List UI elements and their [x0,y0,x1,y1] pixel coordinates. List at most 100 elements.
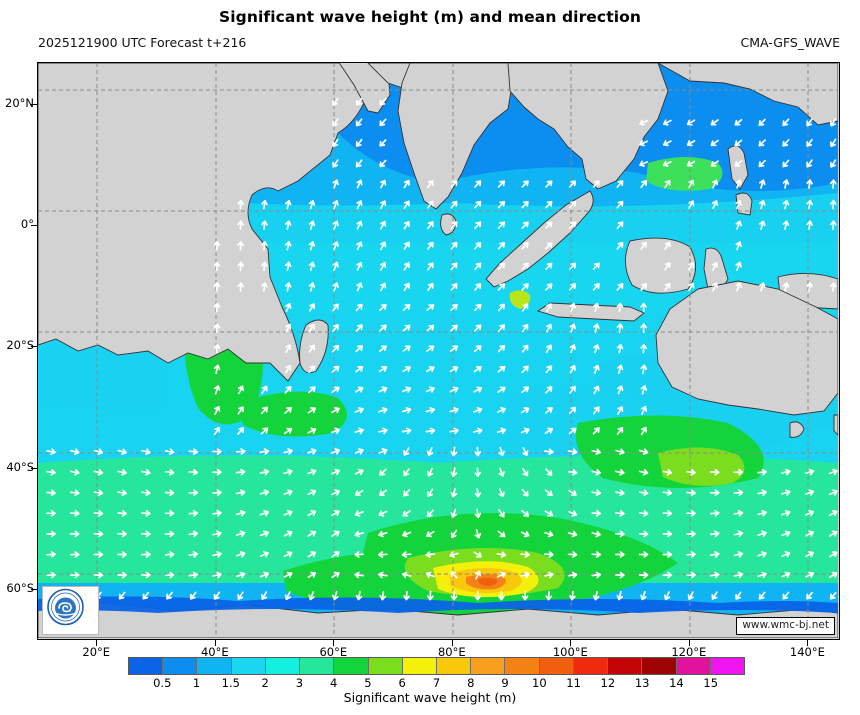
wave-direction-arrow [403,447,410,456]
wave-direction-arrow [378,571,388,579]
lon-tick-mark [807,640,809,646]
wave-direction-arrow [520,571,530,579]
wave-direction-arrow [474,467,482,477]
wave-direction-arrow [401,571,412,579]
wave-direction-arrow [356,179,363,189]
wave-direction-arrow [378,448,388,455]
wave-direction-arrow [640,385,648,395]
wave-direction-arrow [711,179,719,189]
wave-direction-arrow [403,241,410,250]
wave-direction-arrow [521,344,529,353]
wave-direction-arrow [284,282,292,292]
wave-direction-arrow [806,138,813,147]
wave-direction-arrow [307,571,317,578]
wave-direction-arrow [497,365,506,373]
colorbar-segment[interactable] [471,658,506,674]
wave-direction-arrow [662,468,673,476]
wave-direction-arrow [497,324,505,332]
wave-direction-arrow [46,489,56,497]
wave-direction-arrow [828,571,838,578]
wave-direction-arrow [757,571,767,579]
wave-direction-arrow [213,282,221,292]
wave-direction-arrow [380,241,387,251]
colorbar-tick-label: 6 [398,676,406,690]
colorbar-segment[interactable] [402,658,437,674]
wave-direction-arrow [662,571,673,579]
wave-direction-arrow [332,179,339,189]
wave-direction-arrow [639,139,649,147]
wave-direction-arrow [828,509,838,517]
colorbar-segment[interactable] [642,658,677,674]
wave-direction-arrow [592,406,600,415]
colorbar-segment[interactable] [300,658,335,674]
wave-direction-arrow [285,323,292,333]
wave-direction-arrow [474,508,482,519]
wave-direction-arrow [474,221,482,230]
wave-direction-arrow [757,551,767,558]
wave-direction-arrow [356,261,363,271]
colorbar-segment[interactable] [539,658,574,674]
wave-direction-arrow [686,140,696,147]
wave-direction-arrow [308,365,316,374]
colorbar[interactable] [128,657,745,675]
wave-direction-arrow [617,385,624,395]
colorbar-segment[interactable] [368,658,403,674]
wave-direction-arrow [331,571,340,579]
colorbar-segment[interactable] [231,658,266,674]
colorbar-segment[interactable] [265,658,301,674]
lat-tick-mark [31,588,37,590]
wave-direction-arrow [307,530,317,537]
wave-direction-arrow [380,200,387,209]
wave-direction-arrow [543,448,554,455]
wave-direction-arrow [640,180,647,189]
colorbar-segment[interactable] [197,658,232,674]
colorbar-segment[interactable] [573,658,609,674]
wave-direction-arrow [46,468,56,476]
wave-direction-arrow [568,283,577,291]
wave-direction-arrow [332,220,339,230]
wave-direction-arrow [711,591,718,600]
wave-direction-arrow [427,282,434,292]
wave-direction-arrow [567,530,578,538]
colorbar-segment[interactable] [505,658,540,674]
colorbar-segment[interactable] [334,658,369,674]
wave-direction-arrow [332,282,339,292]
wave-direction-arrow [498,509,505,518]
colorbar-segment[interactable] [676,658,711,674]
model-label: CMA-GFS_WAVE [740,35,840,50]
lat-tick-label: 60°S [6,580,34,595]
colorbar-segment[interactable] [710,658,744,674]
wave-direction-arrow [733,489,744,497]
wave-direction-arrow [354,571,364,579]
wave-direction-arrow [474,590,482,601]
wave-direction-arrow [237,591,244,600]
colorbar-tick-label: 1 [192,676,201,690]
colorbar-segment[interactable] [129,658,164,674]
wave-direction-arrow [46,571,56,579]
colorbar-segment[interactable] [608,658,643,674]
wave-direction-arrow [260,406,268,415]
wave-direction-arrow [379,590,387,601]
wave-direction-arrow [615,530,625,538]
lon-tick-label: 140°E [789,645,825,659]
wave-direction-arrow [662,509,673,517]
wave-direction-arrow [332,200,339,210]
wave-direction-arrow [261,261,268,272]
wave-direction-arrow [734,160,743,167]
wave-direction-arrow [117,468,127,476]
wave-direction-arrow [141,489,151,497]
wave-direction-arrow [380,262,387,271]
wave-direction-arrow [591,551,602,558]
wave-direction-arrow [496,407,506,414]
wave-direction-arrow [781,489,791,496]
map-plot-area[interactable]: www.wmc-bj.net [37,62,840,640]
wave-direction-arrow [142,591,150,600]
wave-direction-arrow [354,427,364,435]
wave-direction-arrow [806,199,813,210]
wave-direction-arrow [46,448,56,455]
wave-direction-arrow [781,530,791,537]
colorbar-segment[interactable] [163,658,198,674]
wave-direction-arrow [450,467,458,477]
wave-direction-arrow [212,509,222,517]
colorbar-segment[interactable] [436,658,472,674]
